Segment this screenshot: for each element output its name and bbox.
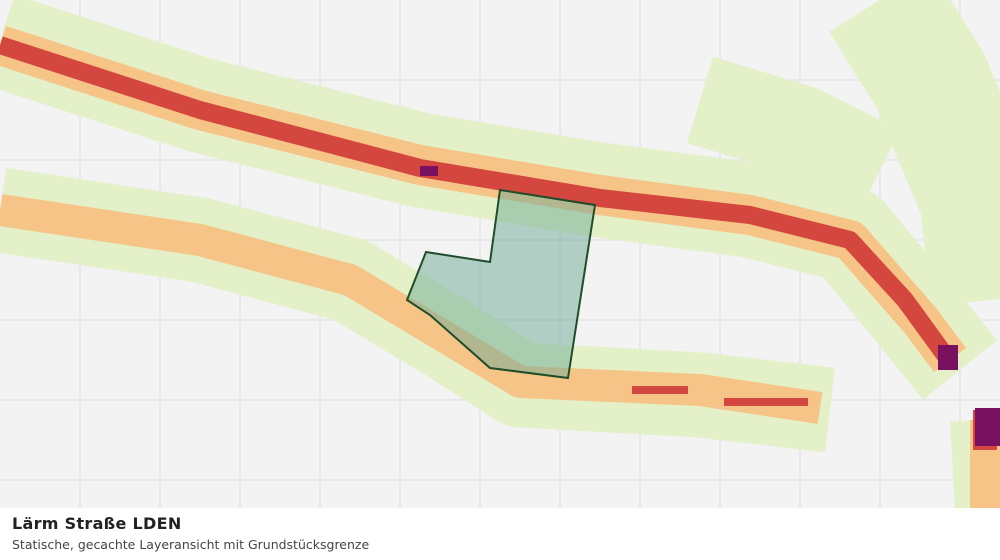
map [0,0,1000,508]
layer-title: Lärm Straße LDEN [12,514,182,533]
noise-layer [0,0,1000,508]
caption: Lärm Straße LDEN Statische, gecachte Lay… [0,508,1000,560]
layer-subtitle: Statische, gecachte Layeransicht mit Gru… [12,537,370,552]
parcel-boundary [405,188,597,380]
